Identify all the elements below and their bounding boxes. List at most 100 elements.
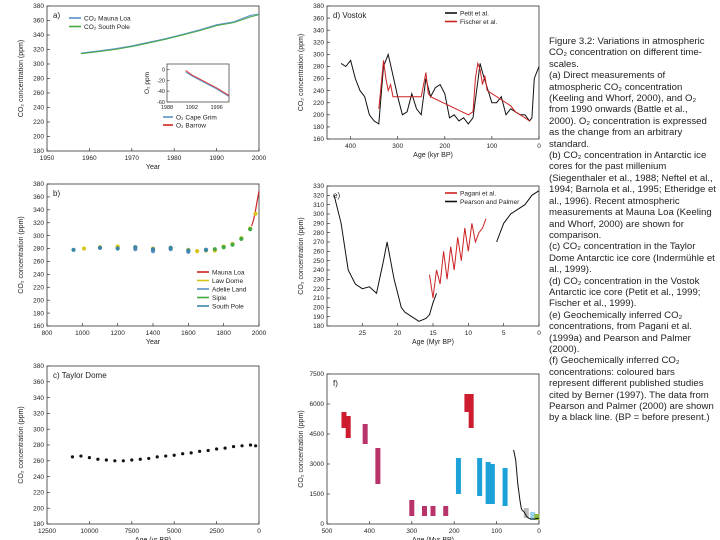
y-tick-label: 180: [313, 323, 324, 330]
y-tick-label: 0: [320, 521, 324, 528]
series-mauna-loa: [251, 190, 260, 227]
plot-frame: [46, 365, 260, 525]
y-tick-label: 380: [33, 3, 44, 10]
inset-frame: [166, 63, 230, 103]
x-tick-label: 1970: [125, 155, 140, 162]
y-tick-label: 260: [33, 458, 44, 465]
data-point: [71, 247, 76, 252]
data-point: [79, 454, 83, 458]
x-tick-label: 10000: [80, 528, 98, 535]
panel-c: 12500 10000 7500 5000 2500 0 180 200 220 240 260 28…: [18, 363, 261, 540]
y-tick-label: 200: [33, 505, 44, 512]
panel-e: 25 20 15 10 5 0 180 190 200 210 220 230 240 250 260 270…: [298, 183, 541, 346]
y-tick-label: 260: [33, 259, 44, 266]
x-tick-label: 400: [345, 143, 356, 150]
legend-label: South Pole: [212, 303, 244, 310]
x-axis-label: Age (Myr BP): [412, 339, 454, 346]
range-bar: [502, 468, 508, 506]
data-point: [248, 443, 253, 447]
caption-line: (e) Geochemically inferred CO₂ concentra…: [549, 309, 692, 355]
data-point: [87, 456, 91, 460]
x-tick-label: 1960: [82, 155, 97, 162]
y-axis-label: CO₂ concentration (ppm): [18, 406, 25, 483]
data-point: [104, 458, 108, 462]
x-tick-label: 12500: [38, 528, 56, 535]
y-tick-label: 220: [33, 284, 44, 291]
y-tick-label: 280: [313, 230, 324, 237]
legend-label: Siple: [212, 295, 227, 302]
x-tick-label: 10: [465, 330, 473, 337]
x-tick-label: 1950: [40, 155, 55, 162]
panel-title: b): [53, 189, 60, 198]
data-point: [150, 247, 156, 252]
series-siple: [212, 227, 253, 252]
y-tick-label: 270: [313, 239, 324, 246]
panel-title: d) Vostok: [333, 11, 367, 20]
range-bar: [422, 506, 428, 516]
legend: Pagani et al. Pearson and Palmer: [445, 190, 520, 206]
y-tick-label: 280: [33, 246, 44, 253]
legend-label: Law Dome: [212, 278, 243, 285]
series-line-0: [513, 449, 540, 520]
y-tick-label: 1500: [310, 491, 325, 498]
y-tick-label: 340: [33, 395, 44, 402]
x-tick-label: 2000: [252, 330, 267, 337]
caption-line: (d) CO₂ concentration in the Vostok Anta…: [549, 275, 701, 310]
caption-line: (f) Geochemically inferred CO₂ concentra…: [549, 355, 714, 424]
x-tick-label: 0: [257, 528, 261, 535]
series-petit-et-al-: [340, 52, 540, 125]
y-tick-label: 190: [313, 314, 324, 321]
y-tick-label: 320: [313, 39, 324, 46]
series-pagani-et-al-: [429, 218, 487, 299]
data-point: [82, 246, 87, 251]
y-axis-label: CO₂ concentration (ppm): [18, 40, 25, 117]
data-point: [240, 444, 244, 448]
x-tick-label: 800: [42, 330, 53, 337]
range-bar: [523, 508, 529, 518]
y-tick-label: 320: [33, 220, 44, 227]
range-bar: [375, 448, 381, 484]
x-tick-label: 25: [359, 330, 367, 337]
data-point: [248, 227, 253, 232]
series-co-south-pole: [80, 14, 260, 55]
data-point: [181, 452, 185, 456]
x-tick-label: 5: [502, 330, 506, 337]
y-tick-label: 220: [313, 100, 324, 107]
range-bar: [530, 512, 536, 520]
data-point: [198, 449, 202, 453]
y-tick-label: 180: [33, 148, 44, 155]
x-axis-label: Age (Myr BP): [412, 537, 454, 540]
inset-y-tick-label: -20: [157, 78, 165, 84]
legend-label: Pearson and Palmer: [460, 199, 520, 206]
y-tick-label: 380: [33, 363, 44, 370]
data-point: [115, 246, 120, 251]
y-tick-label: 340: [313, 27, 324, 34]
panel-title: c) Taylor Dome: [53, 371, 107, 380]
panel-d: 400 300 200 100 0 160 180 200 220 240 260 280 300 320…: [298, 3, 541, 159]
y-axis-label: CO₂ concentration (ppm): [298, 34, 305, 111]
y-tick-label: 160: [33, 323, 44, 330]
x-axis-label: Year: [146, 339, 161, 346]
x-axis-label: Age (yr BP): [135, 537, 171, 540]
data-point: [155, 455, 159, 459]
y-axis-label: CO₂ concentration (ppm): [298, 410, 305, 487]
y-tick-label: 220: [33, 490, 44, 497]
y-tick-label: 300: [33, 233, 44, 240]
panel-a: 1950 1960 1970 1980 1990 2000 180 200 220 240 260 2…: [18, 3, 267, 171]
data-point: [164, 454, 168, 458]
x-tick-label: 300: [406, 528, 417, 535]
y-tick-label: 200: [313, 305, 324, 312]
legend-label: Adelie Land: [212, 286, 247, 293]
y-tick-label: 260: [313, 249, 324, 256]
data-point: [138, 457, 142, 461]
y-tick-label: 260: [33, 90, 44, 97]
x-tick-label: 1000: [75, 330, 90, 337]
y-tick-label: 230: [313, 277, 324, 284]
inset-series-o-barrow: [185, 70, 230, 96]
legend-label: Pagani et al.: [460, 190, 496, 197]
range-bar: [489, 464, 495, 504]
data-point: [230, 242, 235, 247]
range-bar: [409, 500, 415, 516]
data-point: [206, 448, 210, 453]
